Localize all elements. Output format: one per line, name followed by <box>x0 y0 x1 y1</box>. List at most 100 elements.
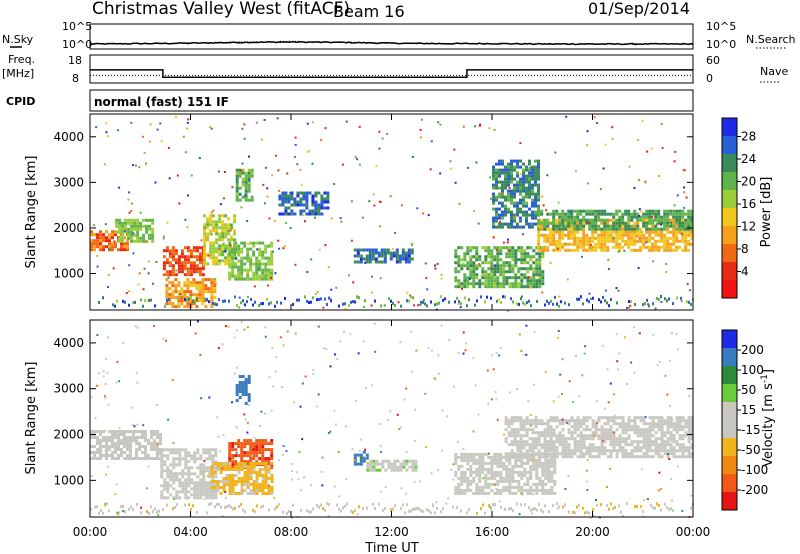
data-cell <box>550 488 554 492</box>
data-cell <box>636 446 640 450</box>
data-cell <box>350 300 352 304</box>
data-cell <box>358 296 360 300</box>
data-cell <box>522 225 525 229</box>
data-cell <box>209 229 213 233</box>
data-cell <box>144 433 147 436</box>
data-cell <box>587 221 590 224</box>
data-cell <box>651 428 655 432</box>
data-cell <box>186 255 190 259</box>
data-cell <box>567 422 571 426</box>
data-cell <box>534 431 538 435</box>
data-cell <box>475 246 479 250</box>
data-cell <box>371 251 375 255</box>
data-cell <box>198 284 202 288</box>
data-cell <box>414 507 416 511</box>
data-cell <box>630 218 634 222</box>
data-cell <box>270 241 274 245</box>
data-cell <box>264 412 267 415</box>
data-cell <box>555 242 559 246</box>
data-cell <box>511 467 515 471</box>
data-cell <box>105 436 108 439</box>
data-cell <box>684 434 688 438</box>
data-cell <box>389 410 392 413</box>
data-cell <box>538 488 542 492</box>
colorbar-segment <box>722 262 737 281</box>
data-cell <box>168 298 170 301</box>
data-cell <box>546 422 550 426</box>
data-cell <box>377 260 381 264</box>
data-cell <box>463 273 467 277</box>
data-cell <box>606 218 610 222</box>
data-cell <box>663 452 667 456</box>
data-cell <box>457 258 461 262</box>
data-cell <box>163 454 167 458</box>
data-cell <box>338 495 341 498</box>
data-cell <box>183 255 187 259</box>
data-cell <box>397 301 400 304</box>
data-cell <box>510 171 513 175</box>
data-cell <box>481 467 485 471</box>
data-cell <box>155 261 158 263</box>
data-cell <box>535 485 539 489</box>
data-cell <box>611 126 614 129</box>
data-cell <box>675 218 679 222</box>
data-cell <box>528 162 531 166</box>
data-cell <box>687 434 691 438</box>
data-cell <box>645 218 649 222</box>
data-cell <box>532 482 536 486</box>
data-cell <box>519 183 522 187</box>
data-cell <box>519 446 523 450</box>
data-cell <box>255 262 259 266</box>
data-cell <box>520 476 524 480</box>
data-cell <box>243 328 246 331</box>
data-cell <box>561 419 565 423</box>
data-cell <box>413 440 416 443</box>
data-cell <box>294 144 297 146</box>
data-cell <box>475 273 479 277</box>
data-cell <box>666 215 670 219</box>
data-cell <box>276 300 278 304</box>
data-cell <box>279 336 282 339</box>
data-cell <box>690 227 694 231</box>
data-cell <box>147 457 150 460</box>
data-cell <box>246 465 250 468</box>
data-cell <box>603 224 607 228</box>
data-cell <box>173 498 176 500</box>
data-cell <box>630 419 634 423</box>
data-cell <box>639 233 643 237</box>
data-cell <box>642 212 646 216</box>
data-cell <box>362 257 366 261</box>
data-cell <box>681 419 685 423</box>
data-cell <box>481 488 485 492</box>
data-cell <box>531 168 534 172</box>
data-cell <box>657 449 661 453</box>
data-cell <box>618 215 622 219</box>
data-cell <box>555 437 559 441</box>
data-cell <box>462 352 465 355</box>
data-cell <box>663 422 667 426</box>
data-cell <box>657 230 661 234</box>
data-cell <box>215 223 219 227</box>
data-cell <box>513 452 517 456</box>
data-cell <box>156 436 159 439</box>
data-cell <box>278 212 282 216</box>
data-cell <box>519 192 522 196</box>
data-cell <box>490 255 494 259</box>
data-cell <box>501 204 504 208</box>
data-cell <box>627 224 631 228</box>
data-cell <box>129 457 132 460</box>
data-cell <box>466 279 470 283</box>
data-cell <box>648 434 652 438</box>
data-cell <box>230 505 232 509</box>
data-cell <box>505 479 509 483</box>
data-cell <box>657 443 661 447</box>
data-cell <box>466 282 470 286</box>
data-cell <box>615 455 619 459</box>
data-cell <box>195 264 199 268</box>
data-cell <box>531 189 534 193</box>
data-cell <box>143 152 146 154</box>
data-cell <box>199 484 203 488</box>
data-cell <box>496 418 499 421</box>
data-cell <box>528 174 531 178</box>
data-cell <box>501 213 504 217</box>
